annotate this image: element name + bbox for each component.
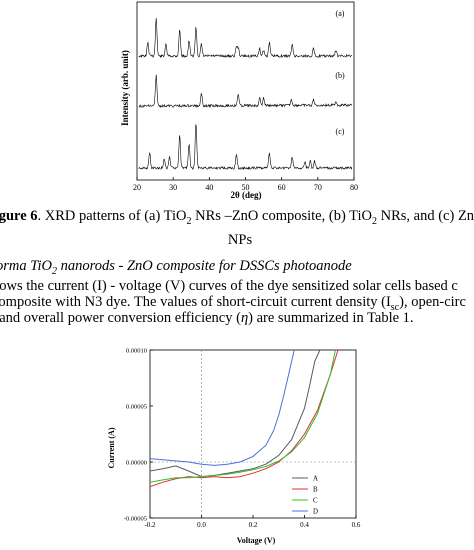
xrd-pattern-2 <box>138 124 353 171</box>
xrd-pattern-0 <box>138 17 353 59</box>
xrd-x-tick-label: 30 <box>169 183 177 192</box>
iv-y-tick-label: 0.00010 <box>126 348 147 355</box>
iv-series-D <box>150 350 295 466</box>
xrd-x-tick-label: 80 <box>350 183 358 192</box>
iv-series-B <box>150 350 339 488</box>
iv-y-tick-label: -0.00005 <box>124 516 147 523</box>
paragraph-line-2: composite with N3 dye. The values of sho… <box>0 294 466 316</box>
iv-y-axis-label: Current (A) <box>107 427 116 468</box>
iv-plot-frame <box>149 349 357 519</box>
para3-eta: η <box>240 310 249 326</box>
caption-line-2: NPs <box>227 231 253 248</box>
xrd-x-tick-label: 60 <box>278 183 286 192</box>
section-heading: forma TiO2 nanorods - ZnO composite for … <box>0 258 352 277</box>
iv-x-tick-label: 0.0 <box>197 521 206 529</box>
iv-y-tick-label: 0.00005 <box>126 404 147 411</box>
heading-sub: 2 <box>52 265 58 277</box>
paragraph-line-1: hows the current (I) - voltage (V) curve… <box>0 278 458 294</box>
caption-sub-1: 2 <box>186 215 192 227</box>
iv-figure: -0.2 0.0 0.2 0.4 0.6 -0.00005 0.00000 0.00005 0.… <box>107 348 361 546</box>
xrd-figure: 20 30 40 50 60 70 80 (a) (b) (c) Intensity (arb. … <box>120 1 358 200</box>
para3-part-1: , and overall power conversion efficienc… <box>0 310 241 326</box>
para2-part-1: composite with N3 dye. The values of sho… <box>0 294 391 310</box>
heading-part-2: nanorods - ZnO composite for DSSCs photo… <box>57 258 352 274</box>
para3-part-2: ) are summarized in Table 1. <box>248 310 414 326</box>
caption-part-3: NRs, and (c) Zn <box>377 208 474 224</box>
xrd-plot-frame <box>136 1 355 181</box>
xrd-series-label: (b) <box>335 71 345 80</box>
paragraph-line-3: , and overall power conversion efficienc… <box>0 310 414 326</box>
xrd-x-tick-label: 70 <box>314 183 322 192</box>
para2-part-2: ), open-circ <box>399 294 466 310</box>
xrd-pattern-1 <box>138 74 353 109</box>
iv-x-tick-label: 0.2 <box>249 521 258 529</box>
iv-x-tick-label: 0.6 <box>352 521 361 529</box>
iv-legend-label: B <box>313 486 318 494</box>
xrd-x-axis-label: 2θ (deg) <box>231 190 262 200</box>
iv-x-axis-label: Voltage (V) <box>237 536 276 545</box>
xrd-series-label: (a) <box>336 9 345 18</box>
xrd-x-tick-label: 50 <box>242 183 250 192</box>
iv-series-C <box>150 350 336 483</box>
heading-part-1: forma TiO <box>0 258 53 274</box>
caption-sub-2: 2 <box>372 215 377 227</box>
xrd-x-tick-label: 40 <box>205 183 213 192</box>
iv-series-A <box>150 350 321 478</box>
caption-figure-label: igure 6 <box>0 208 38 224</box>
iv-x-tick-label: 0.4 <box>300 521 309 529</box>
xrd-x-tick-label: 20 <box>133 183 141 192</box>
iv-legend-label: C <box>313 497 318 505</box>
iv-legend-label: A <box>313 475 318 483</box>
caption-part-2: NRs –ZnO composite, (b) TiO <box>191 208 372 224</box>
caption-part-1: . XRD patterns of (a) TiO <box>37 208 187 224</box>
para2-sub: sc <box>390 301 400 313</box>
iv-y-tick-label: 0.00000 <box>126 460 147 467</box>
xrd-series-label: (c) <box>336 127 345 136</box>
xrd-y-axis-label: Intensity (arb. unit) <box>120 50 130 126</box>
iv-x-tick-label: -0.2 <box>144 521 156 529</box>
figure-6-caption: igure 6. XRD patterns of (a) TiO2 NRs –Z… <box>0 207 474 249</box>
iv-legend-label: D <box>313 508 318 516</box>
